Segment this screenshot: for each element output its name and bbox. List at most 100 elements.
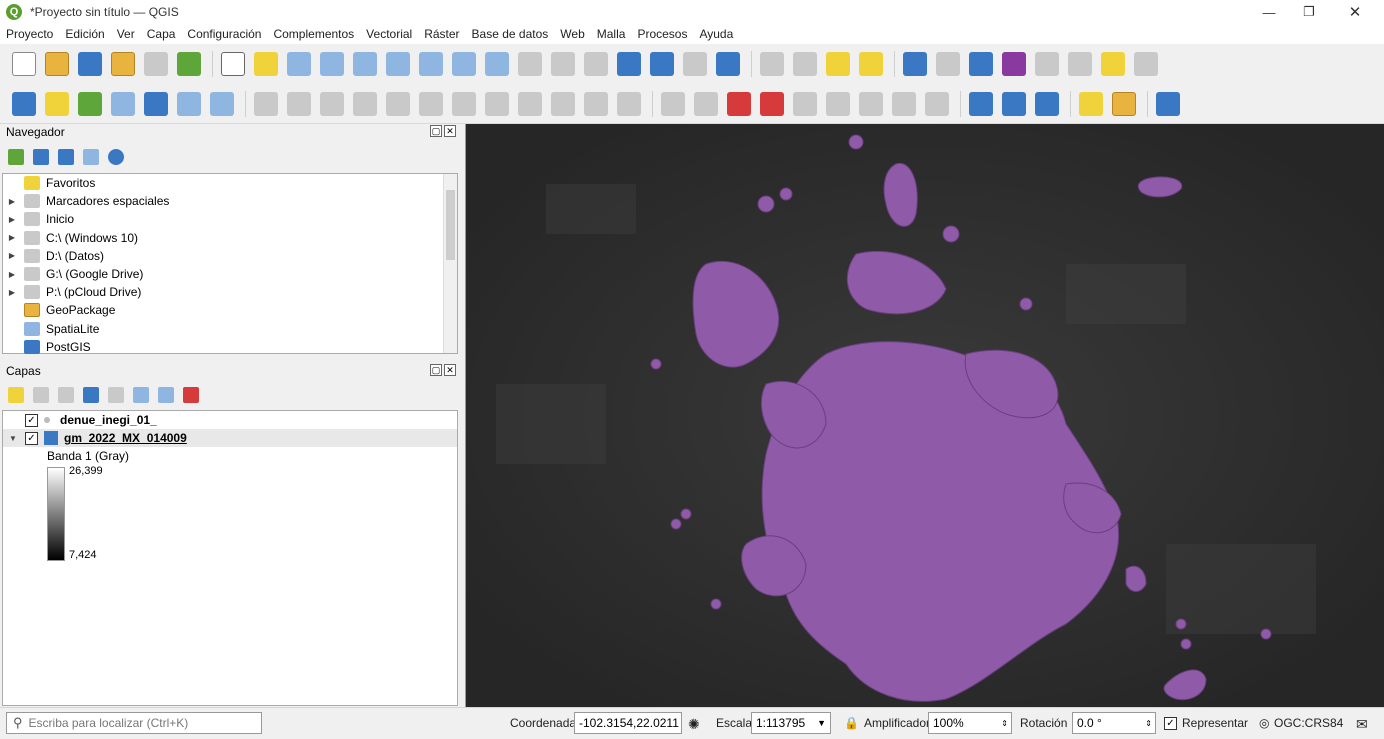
tree-item-marcadores[interactable]: ▶ Marcadores espaciales bbox=[3, 192, 457, 210]
new-geopackage-layer-icon[interactable] bbox=[45, 91, 69, 116]
toggle-editing-icon[interactable] bbox=[287, 91, 311, 116]
delete-selected-icon[interactable] bbox=[452, 91, 476, 116]
spinbox-arrows-icon[interactable]: ⇕ bbox=[1001, 718, 1008, 728]
new-3d-map-view-icon[interactable] bbox=[584, 52, 608, 76]
spinbox-arrows-icon[interactable]: ⇕ bbox=[1145, 718, 1152, 728]
change-label-icon[interactable] bbox=[925, 91, 949, 116]
collapse-arrow-icon[interactable]: ▼ bbox=[9, 433, 17, 443]
layer-row-gm2022[interactable]: ▼ ✓ gm_2022_MX_014009 bbox=[3, 429, 457, 447]
scrollbar-thumb[interactable] bbox=[446, 190, 455, 260]
lock-scale-icon[interactable]: 🔒 bbox=[844, 716, 859, 730]
scale-combobox[interactable]: 1:113795 ▼ bbox=[751, 712, 831, 734]
expand-arrow-icon[interactable]: ▶ bbox=[8, 269, 16, 279]
temporal-controller-icon[interactable] bbox=[683, 52, 707, 76]
menu-vectorial[interactable]: Vectorial bbox=[366, 27, 413, 41]
zoom-last-icon[interactable] bbox=[485, 52, 509, 76]
tree-item-drive-g[interactable]: ▶ G:\ (Google Drive) bbox=[3, 265, 457, 283]
collapse-all-icon[interactable] bbox=[158, 387, 174, 403]
add-selected-layers-icon[interactable] bbox=[8, 149, 24, 165]
new-spatialite-layer-icon[interactable] bbox=[111, 91, 135, 116]
cut-features-icon[interactable] bbox=[485, 91, 509, 116]
open-project-icon[interactable] bbox=[45, 52, 69, 76]
save-project-icon[interactable] bbox=[78, 52, 102, 76]
map-canvas[interactable] bbox=[465, 124, 1384, 707]
expand-arrow-icon[interactable]: ▶ bbox=[8, 251, 16, 261]
refresh-icon[interactable] bbox=[716, 52, 740, 76]
float-panel-icon[interactable]: ▢ bbox=[430, 364, 442, 376]
highlight-pinned-labels-icon[interactable] bbox=[727, 91, 751, 116]
new-mesh-layer-icon[interactable] bbox=[210, 91, 234, 116]
layer-diagram-icon[interactable] bbox=[694, 91, 718, 116]
deselect-all-icon[interactable] bbox=[826, 52, 850, 76]
tree-item-geopackage[interactable]: GeoPackage bbox=[3, 301, 457, 319]
label-toolbar-icon[interactable] bbox=[760, 91, 784, 116]
zoom-next-icon[interactable] bbox=[518, 52, 542, 76]
remove-layer-icon[interactable] bbox=[183, 387, 199, 403]
style-manager-icon[interactable] bbox=[177, 52, 201, 76]
map-tips-icon[interactable] bbox=[1101, 52, 1125, 76]
messages-icon[interactable]: ✉ bbox=[1356, 716, 1368, 732]
expand-arrow-icon[interactable]: ▶ bbox=[8, 233, 16, 243]
layer-visibility-checkbox[interactable]: ✓ bbox=[25, 431, 38, 445]
field-calculator-icon[interactable] bbox=[1035, 52, 1059, 76]
show-hide-labels-icon[interactable] bbox=[826, 91, 850, 116]
float-panel-icon[interactable]: ▢ bbox=[430, 125, 442, 137]
menu-procesos[interactable]: Procesos bbox=[637, 27, 688, 41]
locator-search-input[interactable]: ⚲ Escriba para localizar (Ctrl+K) bbox=[6, 712, 262, 734]
close-panel-icon[interactable]: ✕ bbox=[444, 364, 456, 376]
menu-ver[interactable]: Ver bbox=[116, 27, 135, 41]
zoom-out-icon[interactable] bbox=[320, 52, 344, 76]
data-source-manager-icon[interactable] bbox=[12, 91, 36, 116]
layout-manager-icon[interactable] bbox=[144, 52, 168, 76]
select-features-icon[interactable] bbox=[760, 52, 784, 76]
crs-button[interactable]: OGC:CRS84 bbox=[1274, 716, 1344, 730]
pan-to-selection-icon[interactable] bbox=[254, 52, 278, 76]
menu-base-de-datos[interactable]: Base de datos bbox=[471, 27, 549, 41]
expand-arrow-icon[interactable]: ▶ bbox=[8, 196, 16, 206]
menu-edicion[interactable]: Edición bbox=[65, 27, 105, 41]
paste-features-icon[interactable] bbox=[551, 91, 575, 116]
expand-arrow-icon[interactable]: ▶ bbox=[8, 214, 16, 224]
open-layer-styling-icon[interactable] bbox=[8, 387, 24, 403]
close-panel-icon[interactable]: ✕ bbox=[444, 125, 456, 137]
menu-raster[interactable]: Ráster bbox=[424, 27, 460, 41]
menu-ayuda[interactable]: Ayuda bbox=[699, 27, 734, 41]
menu-malla[interactable]: Malla bbox=[596, 27, 626, 41]
zoom-in-icon[interactable] bbox=[287, 52, 311, 76]
tree-item-inicio[interactable]: ▶ Inicio bbox=[3, 210, 457, 228]
rotation-spinbox[interactable]: 0.0 ° ⇕ bbox=[1072, 712, 1156, 734]
zoom-to-selection-icon[interactable] bbox=[386, 52, 410, 76]
new-shapefile-layer-icon[interactable] bbox=[78, 91, 102, 116]
undo-icon[interactable] bbox=[584, 91, 608, 116]
menu-proyecto[interactable]: Proyecto bbox=[6, 27, 54, 41]
magnifier-spinbox[interactable]: 100% ⇕ bbox=[928, 712, 1012, 734]
tree-item-postgis[interactable]: PostGIS bbox=[3, 338, 457, 356]
toolbox-gear-icon[interactable] bbox=[969, 52, 993, 76]
save-edits-icon[interactable] bbox=[320, 91, 344, 116]
new-project-icon[interactable] bbox=[12, 52, 36, 76]
new-temporary-layer-icon[interactable] bbox=[144, 91, 168, 116]
zoom-native-resolution-icon[interactable] bbox=[452, 52, 476, 76]
maximize-button[interactable]: ❐ bbox=[1303, 4, 1315, 19]
filter-legend-icon[interactable] bbox=[83, 387, 99, 403]
layer-labeling-icon[interactable] bbox=[661, 91, 685, 116]
select-by-location-icon[interactable] bbox=[859, 52, 883, 76]
statistical-summary-icon[interactable] bbox=[1002, 52, 1026, 76]
python-console-icon[interactable] bbox=[1079, 91, 1103, 116]
plugin-folder-icon[interactable] bbox=[1112, 91, 1136, 116]
render-checkbox[interactable]: ✓ bbox=[1164, 717, 1177, 730]
new-virtual-layer-icon[interactable] bbox=[177, 91, 201, 116]
wfs-layer-icon[interactable] bbox=[1002, 91, 1026, 116]
add-feature-icon[interactable] bbox=[353, 91, 377, 116]
crs-globe-icon[interactable]: ◎ bbox=[1259, 716, 1270, 730]
close-button[interactable]: ✕ bbox=[1348, 4, 1362, 21]
tree-item-drive-d[interactable]: ▶ D:\ (Datos) bbox=[3, 247, 457, 265]
filter-browser-icon[interactable] bbox=[58, 149, 74, 165]
chevron-down-icon[interactable]: ▼ bbox=[817, 718, 826, 728]
expand-all-icon[interactable] bbox=[133, 387, 149, 403]
tree-item-drive-c[interactable]: ▶ C:\ (Windows 10) bbox=[3, 229, 457, 247]
expand-arrow-icon[interactable]: ▶ bbox=[8, 287, 16, 297]
measure-line-icon[interactable] bbox=[1068, 52, 1092, 76]
menu-capa[interactable]: Capa bbox=[146, 27, 176, 41]
tree-item-spatialite[interactable]: SpatiaLite bbox=[3, 320, 457, 338]
